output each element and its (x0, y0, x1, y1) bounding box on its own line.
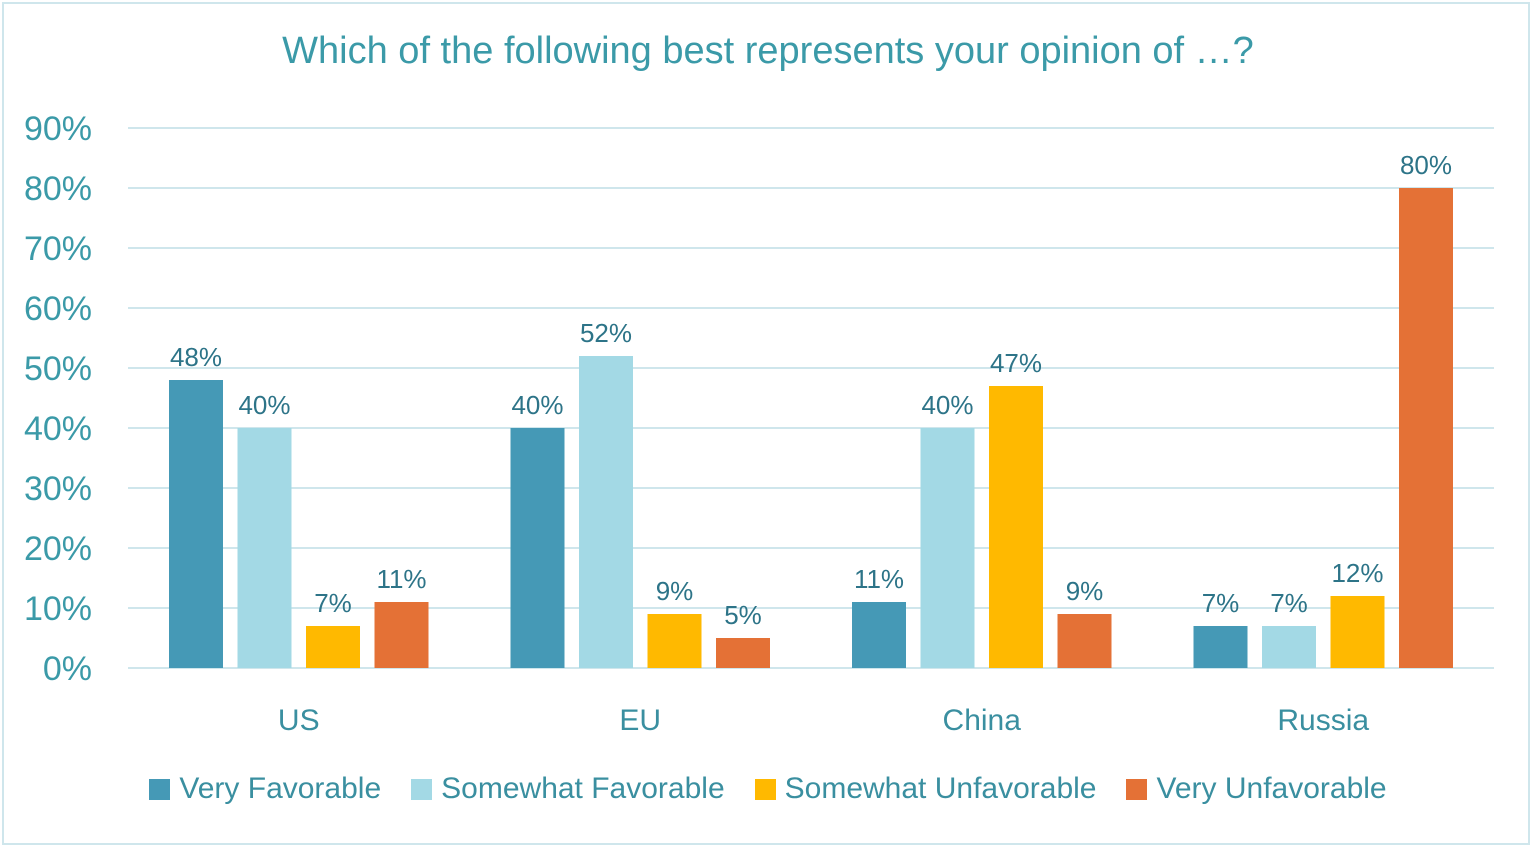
bar (647, 614, 702, 668)
y-tick-label: 40% (24, 410, 92, 448)
data-label: 47% (990, 348, 1042, 378)
y-tick-label: 50% (24, 350, 92, 388)
data-label: 11% (854, 564, 904, 594)
data-label: 7% (1202, 588, 1240, 618)
bar (989, 386, 1043, 668)
bar (237, 428, 292, 668)
legend-label: Very Unfavorable (1156, 772, 1387, 805)
y-tick-label: 80% (24, 170, 92, 208)
data-label: 40% (238, 390, 290, 420)
bar (852, 602, 906, 668)
y-tick-label: 20% (24, 530, 92, 568)
bar (1330, 596, 1385, 668)
bar (1193, 626, 1248, 668)
data-label: 40% (921, 390, 973, 420)
legend-swatch (411, 778, 433, 800)
legend-item: Somewhat Favorable (411, 772, 725, 806)
data-label: 7% (314, 588, 352, 618)
bar (169, 380, 223, 668)
y-tick-label: 90% (24, 110, 92, 148)
y-tick-label: 30% (24, 470, 92, 508)
x-tick-label: China (943, 704, 1022, 737)
chart-legend: Very Favorable Somewhat Favorable Somewhat… (0, 772, 1536, 806)
data-label: 12% (1331, 558, 1383, 588)
legend-label: Somewhat Unfavorable (784, 772, 1097, 805)
data-label: 40% (511, 390, 563, 420)
legend-swatch (1126, 778, 1148, 800)
data-label: 9% (656, 576, 694, 606)
data-label: 5% (724, 600, 762, 630)
bar (716, 638, 770, 668)
y-tick-label: 0% (43, 650, 92, 688)
bar (374, 602, 429, 668)
bar (1057, 614, 1112, 668)
y-tick-label: 10% (24, 590, 92, 628)
legend-item: Somewhat Unfavorable (754, 772, 1097, 806)
bar (579, 356, 633, 668)
data-label: 48% (170, 342, 222, 372)
data-label: 11% (376, 564, 426, 594)
legend-item: Very Unfavorable (1126, 772, 1387, 806)
x-tick-label: US (278, 704, 320, 737)
data-label: 9% (1066, 576, 1104, 606)
legend-item: Very Favorable (149, 772, 381, 806)
legend-swatch (754, 778, 776, 800)
legend-swatch (149, 778, 171, 800)
data-label: 52% (580, 318, 632, 348)
bar (1399, 188, 1453, 668)
chart-title: Which of the following best represents y… (282, 30, 1254, 72)
legend-label: Very Favorable (179, 772, 382, 805)
x-tick-label: EU (619, 704, 661, 737)
data-label: 7% (1270, 588, 1308, 618)
bar (920, 428, 975, 668)
bar (510, 428, 565, 668)
data-label: 80% (1400, 150, 1452, 180)
x-tick-label: Russia (1277, 704, 1369, 737)
y-tick-label: 70% (24, 230, 92, 268)
bar (1262, 626, 1316, 668)
legend-label: Somewhat Favorable (441, 772, 725, 805)
bar (306, 626, 360, 668)
y-tick-label: 60% (24, 290, 92, 328)
